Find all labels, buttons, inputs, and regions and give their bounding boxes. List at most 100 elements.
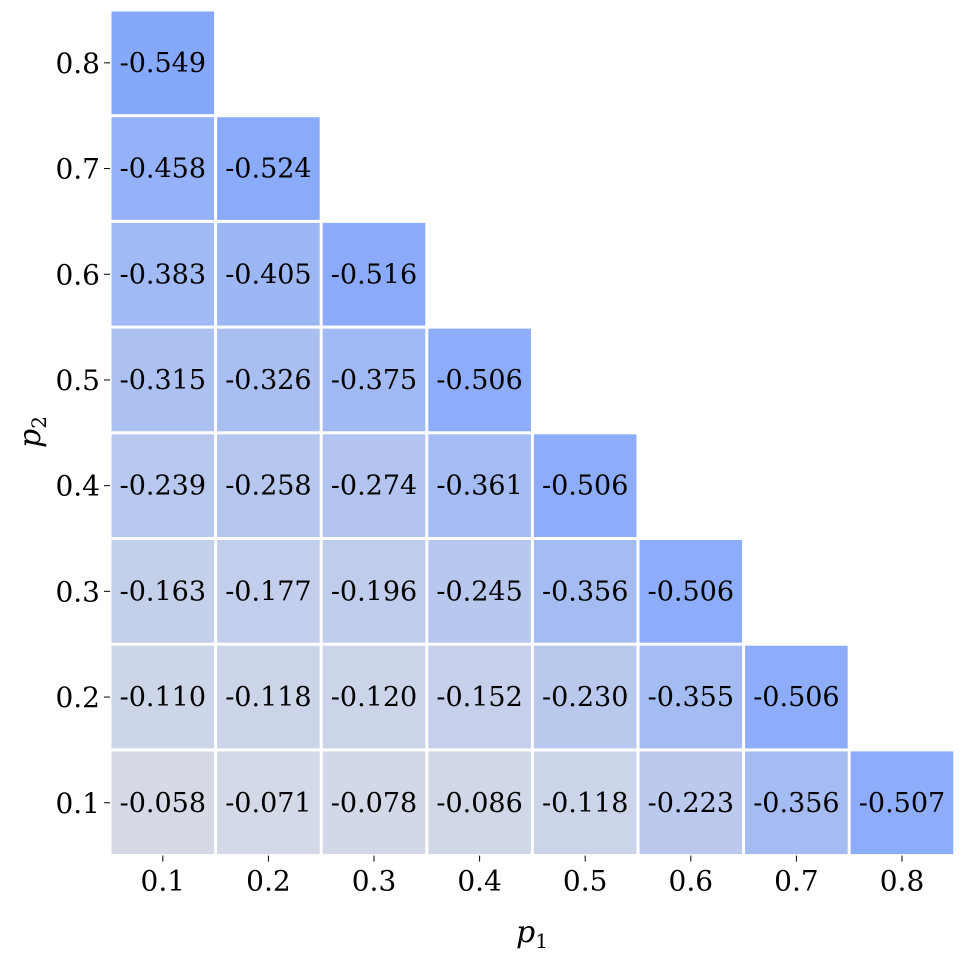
heatmap-cell-rect (745, 645, 848, 749)
heatmap-cell-rect (111, 222, 215, 326)
heatmap-cell: -0.196 (322, 540, 426, 643)
heatmap-cell: -0.163 (111, 540, 215, 643)
heatmap-cell: -0.549 (111, 11, 215, 115)
heatmap-cell-value: -0.507 (859, 788, 945, 819)
heatmap-cell-value: -0.118 (225, 682, 311, 713)
heatmap-cell: -0.058 (111, 751, 215, 855)
heatmap-cell-value: -0.120 (331, 682, 417, 713)
heatmap-cell-rect (533, 751, 637, 855)
heatmap-cell: -0.071 (217, 751, 320, 855)
heatmap-cells: -0.549 -0.458 -0.524 -0.383 -0.405 -0.516 -0.3… (111, 11, 954, 855)
heatmap-cell-value: -0.405 (225, 259, 311, 290)
heatmap-cell: -0.516 (322, 222, 426, 326)
x-tick-label: 0.2 (246, 865, 291, 898)
heatmap-cell: -0.078 (322, 751, 426, 855)
heatmap-cell-rect (428, 434, 531, 537)
y-tick-label: 0.8 (55, 47, 100, 80)
heatmap-cell-value: -0.383 (120, 259, 206, 290)
heatmap-cell: -0.110 (111, 645, 215, 749)
x-tick-label: 0.3 (352, 865, 397, 898)
heatmap-cell-rect (217, 645, 320, 749)
heatmap-cell-rect (217, 117, 320, 220)
heatmap-cell-value: -0.078 (331, 788, 417, 819)
heatmap-cell: -0.506 (745, 645, 848, 749)
heatmap-cell-rect (111, 328, 215, 432)
x-axis-label: p1 (516, 915, 548, 953)
heatmap-cell: -0.507 (850, 751, 954, 855)
heatmap-cell: -0.120 (322, 645, 426, 749)
heatmap-cell: -0.274 (322, 434, 426, 537)
heatmap-cell-rect (428, 328, 531, 432)
heatmap-cell-rect (533, 434, 637, 537)
heatmap-cell-rect (850, 751, 954, 855)
heatmap-cell-value: -0.230 (542, 682, 628, 713)
heatmap-cell-rect (639, 645, 743, 749)
heatmap-cell: -0.177 (217, 540, 320, 643)
y-tick-label: 0.3 (55, 575, 100, 608)
heatmap-cell-rect (111, 117, 215, 220)
heatmap-cell-value: -0.355 (648, 682, 734, 713)
heatmap-cell-rect (428, 540, 531, 643)
heatmap-cell-value: -0.516 (331, 259, 417, 290)
heatmap-cell: -0.326 (217, 328, 320, 432)
x-tick-label: 0.4 (457, 865, 502, 898)
y-tick-label: 0.1 (55, 787, 100, 820)
heatmap-cell-rect (639, 540, 743, 643)
heatmap-cell-value: -0.223 (648, 788, 734, 819)
heatmap-cell-rect (322, 645, 426, 749)
heatmap-cell-rect (111, 540, 215, 643)
heatmap-cell-value: -0.086 (436, 788, 522, 819)
heatmap-cell-rect (322, 222, 426, 326)
heatmap-cell-value: -0.258 (225, 471, 311, 502)
heatmap-cell: -0.506 (533, 434, 637, 537)
heatmap-cell-value: -0.506 (436, 365, 522, 396)
heatmap-cell-rect (639, 751, 743, 855)
heatmap-cell: -0.524 (217, 117, 320, 220)
heatmap-cell: -0.118 (533, 751, 637, 855)
heatmap-cell: -0.152 (428, 645, 531, 749)
heatmap-cell-value: -0.196 (331, 576, 417, 607)
heatmap-cell-rect (322, 328, 426, 432)
heatmap-cell-rect (111, 751, 215, 855)
heatmap-cell: -0.506 (639, 540, 743, 643)
heatmap-cell: -0.230 (533, 645, 637, 749)
heatmap-cell-rect (217, 434, 320, 537)
heatmap-cell-value: -0.152 (436, 682, 522, 713)
heatmap-cell: -0.375 (322, 328, 426, 432)
heatmap-cell-value: -0.356 (753, 788, 839, 819)
heatmap-cell: -0.506 (428, 328, 531, 432)
heatmap-cell-rect (217, 222, 320, 326)
heatmap-cell-rect (217, 751, 320, 855)
heatmap-cell: -0.245 (428, 540, 531, 643)
heatmap-cell-rect (533, 540, 637, 643)
y-tick-label: 0.5 (55, 364, 100, 397)
heatmap-cell-rect (533, 645, 637, 749)
heatmap-cell-value: -0.071 (225, 788, 311, 819)
heatmap-cell-value: -0.274 (331, 471, 417, 502)
heatmap-cell-rect (428, 751, 531, 855)
heatmap-cell-value: -0.110 (120, 682, 206, 713)
heatmap-cell-value: -0.326 (225, 365, 311, 396)
heatmap-cell-value: -0.239 (120, 471, 206, 502)
y-tick-label: 0.7 (55, 153, 100, 186)
heatmap-cell-rect (428, 645, 531, 749)
heatmap-cell: -0.239 (111, 434, 215, 537)
heatmap-cell-value: -0.058 (120, 788, 206, 819)
heatmap-cell-value: -0.524 (225, 154, 311, 185)
heatmap-cell-value: -0.375 (331, 365, 417, 396)
heatmap-cell: -0.383 (111, 222, 215, 326)
heatmap-cell: -0.223 (639, 751, 743, 855)
heatmap-cell-value: -0.506 (648, 576, 734, 607)
heatmap-cell: -0.086 (428, 751, 531, 855)
heatmap-cell-value: -0.315 (120, 365, 206, 396)
y-tick-label: 0.4 (55, 470, 100, 503)
heatmap-cell-value: -0.506 (753, 682, 839, 713)
heatmap-cell: -0.405 (217, 222, 320, 326)
heatmap-cell: -0.355 (639, 645, 743, 749)
heatmap-cell-rect (111, 434, 215, 537)
heatmap-cell-rect (322, 434, 426, 537)
heatmap-cell: -0.356 (745, 751, 848, 855)
heatmap-cell-rect (217, 328, 320, 432)
x-tick-label: 0.6 (669, 865, 714, 898)
